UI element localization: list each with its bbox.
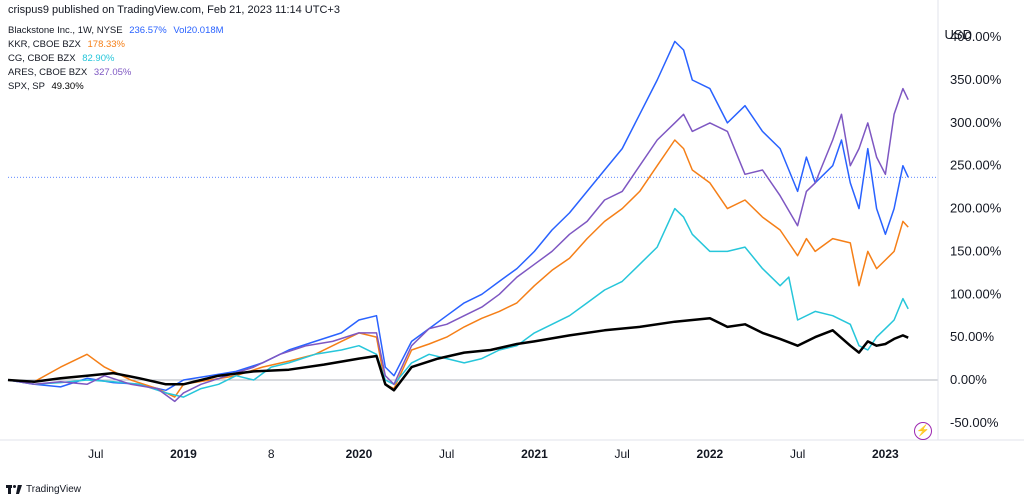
x-tick-label: 2020: [346, 447, 373, 461]
x-tick-label: Jul: [790, 447, 805, 461]
x-tick-label: 2023: [872, 447, 899, 461]
x-tick-label: 2019: [170, 447, 197, 461]
legend-value: 178.33%: [87, 39, 126, 50]
x-tick-label: Jul: [88, 447, 103, 461]
lightning-icon[interactable]: ⚡: [914, 422, 932, 440]
y-tick-label: 300.00%: [950, 115, 1002, 130]
tradingview-logo-icon: [6, 485, 22, 494]
legend-label: ARES, CBOE BZX: [8, 67, 88, 78]
legend-row-spx[interactable]: SPX, SP 49.30%: [8, 80, 224, 94]
x-tick-label: Jul: [614, 447, 629, 461]
y-tick-label: 0.00%: [950, 372, 987, 387]
legend-row-kkr[interactable]: KKR, CBOE BZX 178.33%: [8, 38, 224, 52]
legend-label: SPX, SP: [8, 81, 45, 92]
x-tick-label: 2021: [521, 447, 548, 461]
published-by-text: crispus9 published on TradingView.com, F…: [8, 4, 340, 16]
y-tick-label: 350.00%: [950, 72, 1002, 87]
y-tick-label: 200.00%: [950, 201, 1002, 216]
x-tick-label: 8: [268, 447, 275, 461]
x-tick-label: 2022: [697, 447, 724, 461]
x-tick-label: Jul: [439, 447, 454, 461]
y-tick-label: -50.00%: [950, 415, 999, 430]
legend-label: CG, CBOE BZX: [8, 53, 76, 64]
legend-volume: Vol20.018M: [173, 25, 224, 36]
currency-label: USD: [944, 27, 972, 42]
chart-grid: [8, 176, 938, 381]
brand-name: TradingView: [26, 484, 82, 495]
legend-value: 327.05%: [93, 67, 132, 78]
legend-row-ares[interactable]: ARES, CBOE BZX 327.05%: [8, 66, 224, 80]
legend-row-blackstone[interactable]: Blackstone Inc., 1W, NYSE 236.57% Vol20.…: [8, 24, 224, 38]
y-tick-label: 100.00%: [950, 286, 1002, 301]
legend-value: 49.30%: [51, 81, 84, 92]
series-line-blackstone-inc[interactable]: [7, 40, 909, 392]
y-tick-label: 50.00%: [950, 329, 995, 344]
chart-series: [7, 40, 909, 403]
y-tick-label: 400.00%: [950, 29, 1002, 44]
series-line-ares[interactable]: [7, 87, 909, 403]
legend-label: Blackstone Inc., 1W, NYSE: [8, 25, 123, 36]
legend-value: 82.90%: [82, 53, 115, 64]
legend-row-cg[interactable]: CG, CBOE BZX 82.90%: [8, 52, 224, 66]
series-line-spx[interactable]: [7, 317, 909, 392]
legend-value: 236.57%: [129, 25, 167, 36]
chart-axes: 400.00% 350.00% 300.00% 250.00% 200.00% 150.0…: [0, 0, 1024, 461]
legend-label: KKR, CBOE BZX: [8, 39, 81, 50]
series-line-kkr[interactable]: [7, 139, 909, 398]
series-legend: Blackstone Inc., 1W, NYSE 236.57% Vol20.…: [8, 24, 224, 94]
series-line-cg[interactable]: [7, 207, 909, 398]
y-tick-label: 150.00%: [950, 243, 1002, 258]
y-tick-label: 250.00%: [950, 158, 1002, 173]
footer-brand[interactable]: TradingView: [6, 484, 81, 495]
